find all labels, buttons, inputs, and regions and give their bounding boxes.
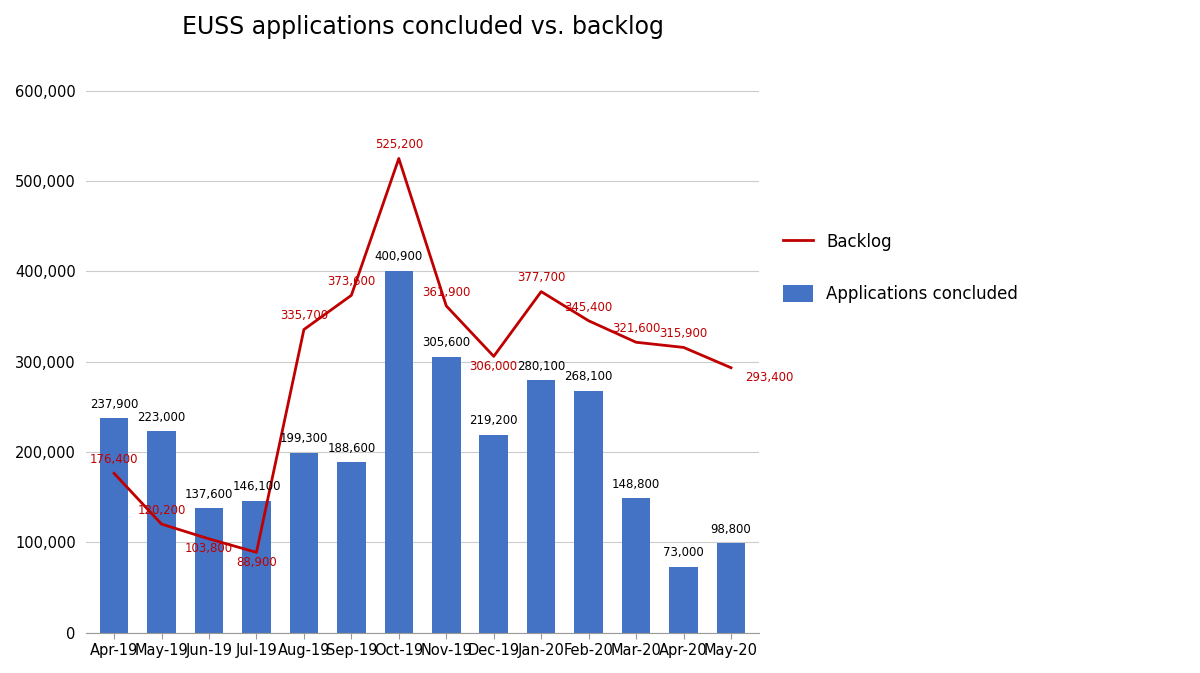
Bar — [100, 418, 128, 633]
Backlog — [629, 339, 643, 347]
Text: 306,000: 306,000 — [469, 359, 517, 373]
Text: 345,400: 345,400 — [564, 301, 613, 314]
Text: 73,000: 73,000 — [664, 546, 704, 559]
Bar — [527, 380, 556, 633]
Text: 148,800: 148,800 — [612, 478, 660, 491]
Text: 103,800: 103,800 — [185, 542, 233, 555]
Text: 400,900: 400,900 — [374, 250, 422, 263]
Text: 377,700: 377,700 — [517, 271, 565, 285]
Text: 188,600: 188,600 — [328, 442, 376, 455]
Bar — [384, 271, 413, 633]
Title: EUSS applications concluded vs. backlog: EUSS applications concluded vs. backlog — [181, 15, 664, 39]
Text: 293,400: 293,400 — [745, 371, 793, 384]
Backlog — [486, 352, 500, 360]
Text: 525,200: 525,200 — [374, 138, 422, 151]
Bar — [337, 462, 366, 633]
Text: 280,100: 280,100 — [517, 359, 565, 373]
Text: 219,200: 219,200 — [469, 415, 518, 427]
Backlog — [296, 326, 311, 334]
Text: 120,200: 120,200 — [137, 504, 186, 517]
Backlog — [155, 520, 169, 528]
Backlog — [250, 548, 264, 557]
Backlog — [439, 302, 454, 310]
Bar — [242, 501, 271, 633]
Bar — [148, 431, 175, 633]
Text: 237,900: 237,900 — [90, 398, 138, 411]
Text: 88,900: 88,900 — [236, 556, 277, 569]
Backlog — [107, 469, 121, 477]
Bar — [575, 390, 602, 633]
Text: 199,300: 199,300 — [280, 433, 328, 446]
Text: 321,600: 321,600 — [612, 322, 660, 335]
Backlog — [202, 535, 216, 543]
Text: 268,100: 268,100 — [564, 370, 613, 384]
Backlog — [391, 154, 406, 162]
Bar — [716, 543, 745, 633]
Text: 305,600: 305,600 — [422, 336, 470, 349]
Text: 315,900: 315,900 — [660, 327, 708, 340]
Line: Backlog: Backlog — [114, 158, 731, 553]
Bar — [622, 498, 650, 633]
Text: 137,600: 137,600 — [185, 488, 233, 501]
Backlog — [582, 317, 596, 325]
Backlog — [677, 343, 691, 351]
Bar — [670, 567, 697, 633]
Legend: Backlog, Applications concluded: Backlog, Applications concluded — [774, 225, 1026, 312]
Bar — [194, 508, 223, 633]
Bar — [480, 435, 508, 633]
Text: 335,700: 335,700 — [280, 310, 328, 322]
Bar — [432, 357, 461, 633]
Text: 176,400: 176,400 — [90, 453, 138, 466]
Backlog — [724, 363, 738, 371]
Backlog — [344, 291, 359, 299]
Text: 146,100: 146,100 — [232, 481, 281, 493]
Text: 361,900: 361,900 — [422, 285, 470, 299]
Bar — [289, 453, 318, 633]
Text: 98,800: 98,800 — [710, 523, 751, 536]
Text: 373,600: 373,600 — [328, 275, 376, 288]
Backlog — [534, 287, 548, 295]
Text: 223,000: 223,000 — [138, 411, 186, 424]
